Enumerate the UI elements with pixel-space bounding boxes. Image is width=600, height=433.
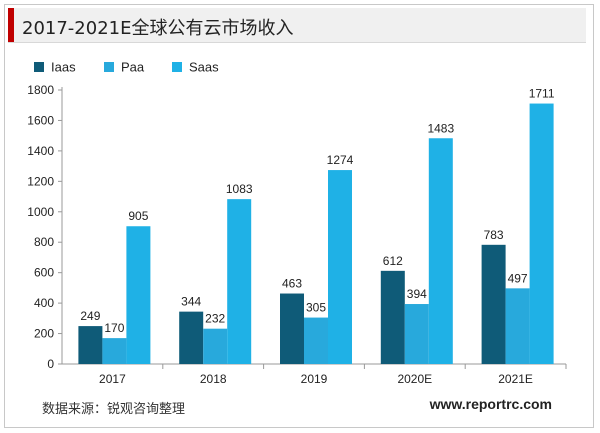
bar bbox=[126, 226, 151, 364]
bar bbox=[179, 311, 204, 364]
title-bar bbox=[8, 8, 586, 43]
data-label: 305 bbox=[306, 301, 326, 315]
y-tick-label: 600 bbox=[34, 266, 54, 280]
website-url: www.reportrc.com bbox=[429, 396, 552, 412]
x-tick-label: 2020E bbox=[397, 372, 432, 386]
x-tick-label: 2017 bbox=[99, 372, 126, 386]
y-tick-label: 400 bbox=[34, 296, 54, 310]
bar bbox=[481, 244, 506, 364]
y-tick-label: 1000 bbox=[27, 205, 54, 219]
y-tick-label: 1800 bbox=[27, 83, 54, 97]
x-tick-label: 2019 bbox=[301, 372, 328, 386]
legend: Iaas Paa Saas bbox=[34, 60, 219, 75]
bar bbox=[78, 326, 103, 364]
data-label: 905 bbox=[128, 209, 148, 223]
data-label: 232 bbox=[205, 312, 225, 326]
y-tick-label: 1200 bbox=[27, 174, 54, 188]
data-label: 1483 bbox=[427, 121, 454, 135]
bars bbox=[78, 103, 554, 364]
data-label: 783 bbox=[484, 228, 504, 242]
y-tick-label: 200 bbox=[34, 327, 54, 341]
bar bbox=[428, 138, 453, 364]
data-label: 497 bbox=[508, 271, 528, 285]
y-tick-label: 800 bbox=[34, 235, 54, 249]
y-tick-label: 1600 bbox=[27, 113, 54, 127]
bar bbox=[328, 170, 352, 364]
y-tick-label: 1400 bbox=[27, 144, 54, 158]
y-tick-label: 0 bbox=[47, 357, 54, 371]
legend-label: Paa bbox=[121, 60, 145, 75]
bar bbox=[203, 328, 228, 364]
legend-swatch bbox=[104, 62, 114, 72]
bar bbox=[505, 288, 530, 364]
bar bbox=[304, 317, 328, 364]
legend-swatch bbox=[172, 62, 182, 72]
legend-swatch bbox=[34, 62, 44, 72]
data-label: 249 bbox=[80, 309, 100, 323]
title-accent-mark bbox=[8, 8, 14, 42]
source-note: 数据来源：锐观咨询整理 bbox=[42, 402, 186, 417]
data-label: 463 bbox=[282, 277, 302, 291]
legend-label: Saas bbox=[189, 60, 219, 75]
legend-label: Iaas bbox=[51, 60, 76, 75]
bar bbox=[529, 103, 554, 364]
x-tick-label: 2018 bbox=[200, 372, 227, 386]
bar bbox=[380, 270, 405, 364]
data-label: 1711 bbox=[529, 87, 555, 101]
bar bbox=[227, 199, 252, 364]
data-label: 612 bbox=[383, 254, 403, 268]
data-label: 170 bbox=[104, 321, 124, 335]
chart-title: 2017-2021E全球公有云市场收入 bbox=[22, 18, 294, 39]
bar bbox=[280, 293, 304, 364]
bar bbox=[102, 338, 127, 364]
data-label: 1083 bbox=[226, 182, 253, 196]
data-label: 394 bbox=[407, 287, 427, 301]
data-label: 344 bbox=[181, 295, 201, 309]
data-labels: 249 170 905 344 232 1083 463 305 1274 612 394 1483 7… bbox=[80, 87, 554, 336]
x-tick-label: 2021E bbox=[498, 372, 533, 386]
data-label: 1274 bbox=[327, 153, 354, 167]
bar bbox=[404, 304, 429, 364]
